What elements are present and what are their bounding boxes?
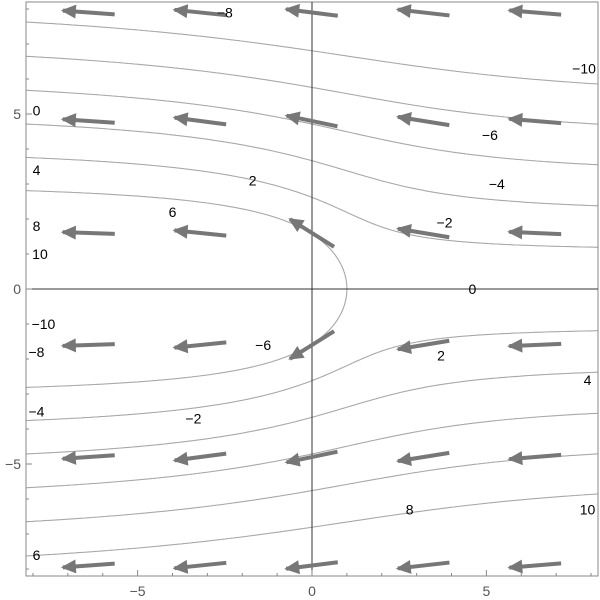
vector-arrow — [507, 338, 562, 353]
vector-arrow — [396, 112, 450, 128]
contour-label: 0 — [33, 103, 41, 119]
vector-arrow — [396, 224, 450, 240]
contour-label: −6 — [255, 337, 271, 353]
vector-arrow — [395, 560, 450, 574]
contour-label: −10 — [572, 61, 596, 77]
contour-label: −10 — [32, 316, 56, 332]
contour-line-level--6 — [26, 412, 598, 489]
vector-arrow — [60, 450, 115, 465]
vector-arrow — [507, 112, 562, 127]
contour-label: 2 — [437, 348, 445, 364]
vector-arrow — [396, 338, 450, 354]
contour-label: 10 — [580, 502, 596, 518]
vector-arrow — [60, 559, 115, 574]
contour-label: −4 — [28, 404, 44, 420]
contour-label: 8 — [406, 502, 414, 518]
contour-label: −6 — [482, 127, 498, 143]
vector-arrow — [60, 225, 115, 240]
contour-line-level-4 — [26, 123, 598, 207]
y-tick-label: −5 — [5, 456, 21, 472]
vector-arrow — [507, 559, 562, 574]
contour-label: 6 — [169, 204, 177, 220]
contour-label: 4 — [33, 162, 41, 178]
vector-arrow — [507, 225, 562, 240]
y-tick-label: 5 — [13, 106, 21, 122]
vector-arrow — [284, 3, 339, 18]
axes — [25, 1, 599, 577]
contour-line-level-2 — [26, 156, 598, 248]
contour-label: 2 — [249, 173, 257, 189]
contour-line-level-6 — [26, 89, 598, 166]
vector-arrow — [172, 339, 227, 354]
contour-label: 4 — [584, 372, 592, 388]
vector-arrow — [288, 217, 336, 249]
vector-arrow — [288, 329, 336, 361]
x-tick-label: −5 — [130, 583, 146, 599]
vector-arrow — [172, 451, 227, 466]
vector-arrows — [60, 3, 562, 575]
contour-label: 0 — [469, 281, 477, 297]
vector-arrow — [284, 449, 338, 467]
y-tick-label: 0 — [13, 281, 21, 297]
vector-arrow — [172, 224, 227, 239]
contour-labels: −8 −10 0 −6 4 2 −4 6 −2 8 10 0 −10 −8 −6 2 4 −4 −2 8 10 6 — [28, 5, 596, 564]
contour-line-level--2 — [26, 330, 598, 422]
contour-label: 6 — [33, 547, 41, 563]
contour-line-level-8 — [26, 55, 598, 125]
contour-label: −4 — [489, 176, 505, 192]
contour-label: −2 — [185, 411, 201, 427]
contour-line-level--8 — [26, 453, 598, 523]
vector-arrow — [284, 560, 339, 575]
contour-line-level--10 — [26, 493, 598, 557]
contour-label: 8 — [33, 218, 41, 234]
vector-arrow — [396, 450, 450, 466]
vector-arrow — [284, 111, 338, 129]
vector-arrow — [507, 4, 562, 19]
vector-arrow — [172, 4, 227, 19]
vector-arrow — [172, 112, 227, 127]
contour-line-level--4 — [26, 371, 598, 455]
contour-label: −8 — [217, 5, 233, 21]
contour-line-level-10 — [26, 21, 598, 85]
contour-label: 10 — [32, 246, 48, 262]
contour-label: −8 — [28, 344, 44, 360]
x-tick-label: 0 — [308, 583, 316, 599]
tick-labels: −5 0 5−505 — [5, 106, 490, 599]
vector-arrow — [60, 113, 115, 128]
vector-arrow — [60, 4, 115, 19]
contour-label: −2 — [437, 215, 453, 231]
x-tick-label: 5 — [482, 583, 490, 599]
vector-arrow — [395, 4, 450, 18]
vector-arrow — [507, 451, 562, 466]
vector-arrow — [60, 338, 115, 353]
vector-arrow — [172, 559, 227, 574]
